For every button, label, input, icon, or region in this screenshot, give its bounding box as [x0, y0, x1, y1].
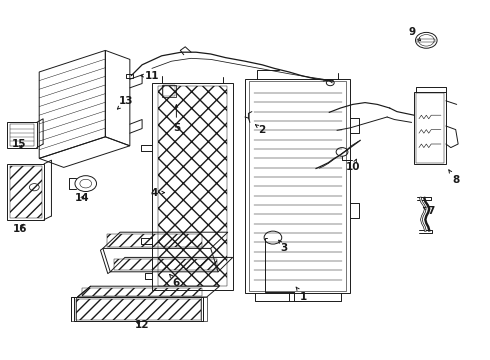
Text: 6: 6: [170, 274, 180, 288]
Text: 3: 3: [279, 240, 288, 253]
Text: 4: 4: [150, 188, 165, 198]
Text: 12: 12: [135, 320, 149, 330]
Bar: [158, 86, 227, 286]
Bar: [201, 297, 207, 321]
Bar: [249, 81, 346, 291]
Text: 5: 5: [173, 105, 180, 133]
Bar: [126, 74, 133, 78]
Bar: [152, 83, 233, 290]
Text: 16: 16: [12, 224, 27, 234]
Bar: [10, 124, 34, 146]
Bar: [114, 259, 217, 270]
Bar: [10, 166, 42, 218]
Text: 1: 1: [296, 287, 307, 302]
Text: 14: 14: [75, 193, 90, 203]
Text: 13: 13: [118, 96, 134, 109]
Bar: [71, 297, 76, 321]
Bar: [82, 288, 202, 296]
Text: 8: 8: [449, 170, 459, 185]
Text: 10: 10: [345, 159, 360, 172]
Bar: [414, 92, 446, 164]
Bar: [417, 39, 435, 42]
Text: 11: 11: [141, 71, 159, 81]
Bar: [107, 234, 202, 247]
Text: 7: 7: [423, 206, 435, 216]
Bar: [76, 299, 201, 320]
Bar: [163, 85, 175, 96]
Bar: [245, 79, 350, 293]
Bar: [162, 85, 176, 97]
Text: 9: 9: [408, 27, 420, 41]
Text: 15: 15: [11, 139, 26, 149]
Text: 2: 2: [255, 125, 266, 135]
Bar: [416, 93, 444, 163]
